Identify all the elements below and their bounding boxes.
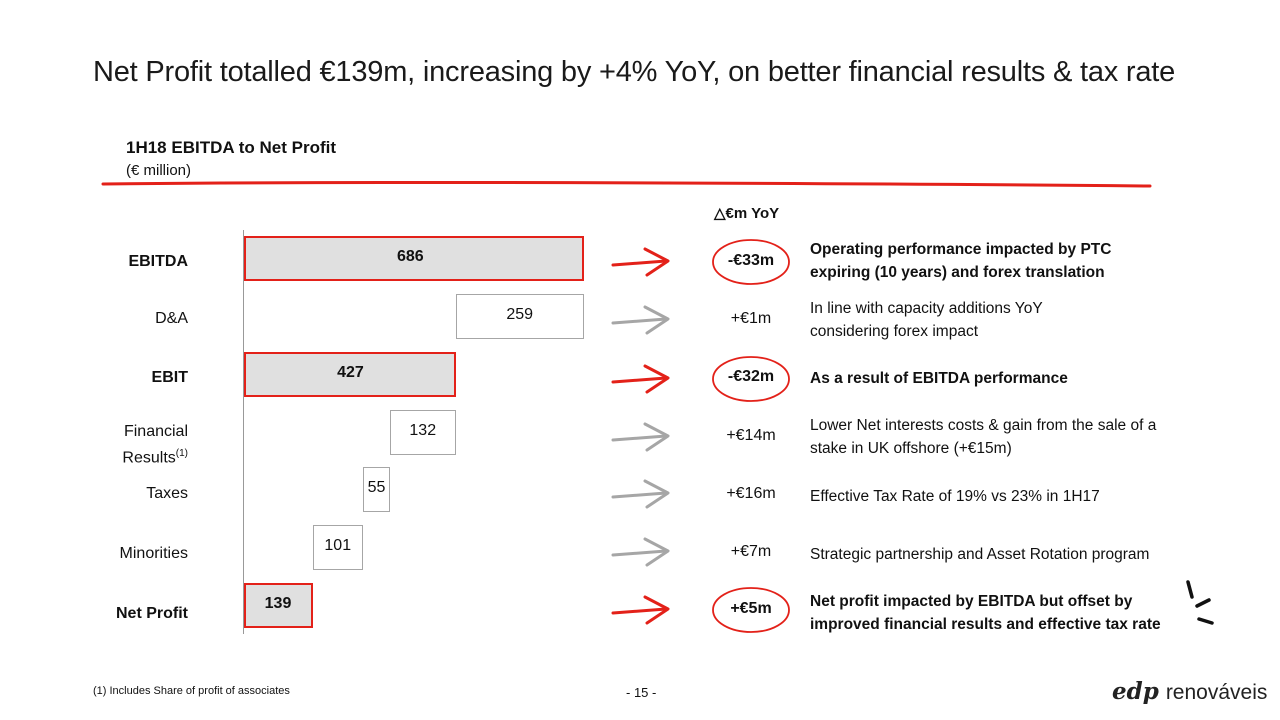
- yoy-delta-ebit: -€32m: [727, 368, 775, 385]
- delta-triangle-icon: △: [714, 205, 726, 222]
- bar-value-ebit: 427: [337, 364, 364, 381]
- comment-financial: Lower Net interests costs & gain from th…: [810, 414, 1200, 460]
- row-label-financial-line2: Results: [122, 449, 176, 467]
- yoy-delta-taxes: +€16m: [726, 485, 776, 502]
- arrow-ebit-icon: [611, 364, 670, 394]
- yoy-header-label: €m YoY: [725, 205, 780, 222]
- bar-value-ebitda: 686: [397, 248, 424, 265]
- bar-taxes: [362, 467, 391, 512]
- bar-financial-results: [390, 410, 456, 455]
- yoy-header: △€m YoY: [714, 204, 779, 222]
- row-label-minorities: Minorities: [119, 545, 188, 562]
- bar-value-minorities: 101: [324, 537, 352, 554]
- footnote: (1) Includes Share of profit of associat…: [93, 685, 290, 697]
- comment-taxes-line1: Effective Tax Rate of 19% vs 23% in 1H17: [810, 488, 1100, 505]
- page-number: - 15 -: [626, 685, 657, 700]
- comment-minorities-line1: Strategic partnership and Asset Rotation…: [810, 546, 1150, 563]
- arrow-da-icon: [611, 305, 670, 335]
- edp-logo-mark: edp: [1112, 678, 1159, 705]
- comment-da: In line with capacity additions YoY cons…: [810, 297, 1200, 343]
- comment-da-line2: considering forex impact: [810, 323, 978, 340]
- yoy-delta-minorities: +€7m: [730, 543, 772, 560]
- arrow-taxes-icon: [611, 479, 670, 509]
- footnote-marker: (1): [175, 448, 188, 459]
- bar-value-financial-results: 132: [409, 422, 437, 439]
- comment-net-profit-line1: Net profit impacted by EBITDA but offset…: [810, 593, 1133, 610]
- row-label-da: D&A: [155, 310, 188, 327]
- comment-net-profit-line2: improved financial results and effective…: [810, 616, 1161, 633]
- yoy-delta-ebitda: -€33m: [727, 252, 775, 269]
- row-label-net-profit: Net Profit: [116, 605, 188, 622]
- comment-minorities: Strategic partnership and Asset Rotation…: [810, 543, 1200, 566]
- bar-value-da: 259: [506, 306, 534, 323]
- arrow-financial-results-icon: [611, 422, 670, 452]
- row-label-financial-results: Financial Results(1): [58, 421, 188, 469]
- arrow-ebitda-icon: [611, 247, 670, 277]
- bar-ebit: [244, 352, 456, 397]
- bar-value-taxes: 55: [367, 479, 386, 496]
- comment-ebitda-line1: Operating performance impacted by PTC: [810, 241, 1112, 258]
- bar-minorities: [312, 525, 363, 570]
- bar-ebitda: [244, 236, 584, 281]
- comment-da-line1: In line with capacity additions YoY: [810, 300, 1043, 317]
- bar-net-profit: [244, 583, 313, 628]
- brand-logo: edp renováveis: [1112, 678, 1267, 705]
- comment-taxes: Effective Tax Rate of 19% vs 23% in 1H17: [810, 485, 1200, 508]
- brand-wordmark: renováveis: [1165, 681, 1268, 704]
- chart-axis: [243, 230, 244, 634]
- yoy-delta-net-profit: +€5m: [730, 600, 772, 617]
- comment-ebitda-line2: expiring (10 years) and forex translatio…: [810, 264, 1105, 281]
- yoy-delta-financial: +€14m: [726, 427, 776, 444]
- yoy-delta-da: +€1m: [730, 310, 772, 327]
- comment-ebitda: Operating performance impacted by PTC ex…: [810, 238, 1200, 284]
- comment-ebit-line1: As a result of EBITDA performance: [810, 370, 1068, 387]
- comment-ebit: As a result of EBITDA performance: [810, 367, 1200, 390]
- row-label-ebit: EBIT: [151, 369, 188, 386]
- comment-financial-line2: stake in UK offshore (+€15m): [810, 440, 1012, 457]
- slide-title: Net Profit totalled €139m, increasing by…: [93, 56, 1176, 88]
- row-label-ebitda: EBITDA: [128, 253, 188, 270]
- bar-da: [455, 294, 584, 339]
- arrow-net-profit-icon: [611, 595, 670, 625]
- row-label-financial-line1: Financial: [123, 423, 188, 440]
- arrow-minorities-icon: [611, 537, 670, 567]
- chart-title: 1H18 EBITDA to Net Profit: [126, 138, 337, 157]
- chart-unit: (€ million): [126, 162, 192, 179]
- bar-value-net-profit: 139: [264, 595, 292, 612]
- row-label-taxes: Taxes: [146, 485, 188, 502]
- comment-financial-line1: Lower Net interests costs & gain from th…: [810, 417, 1157, 434]
- comment-net-profit: Net profit impacted by EBITDA but offset…: [810, 590, 1200, 636]
